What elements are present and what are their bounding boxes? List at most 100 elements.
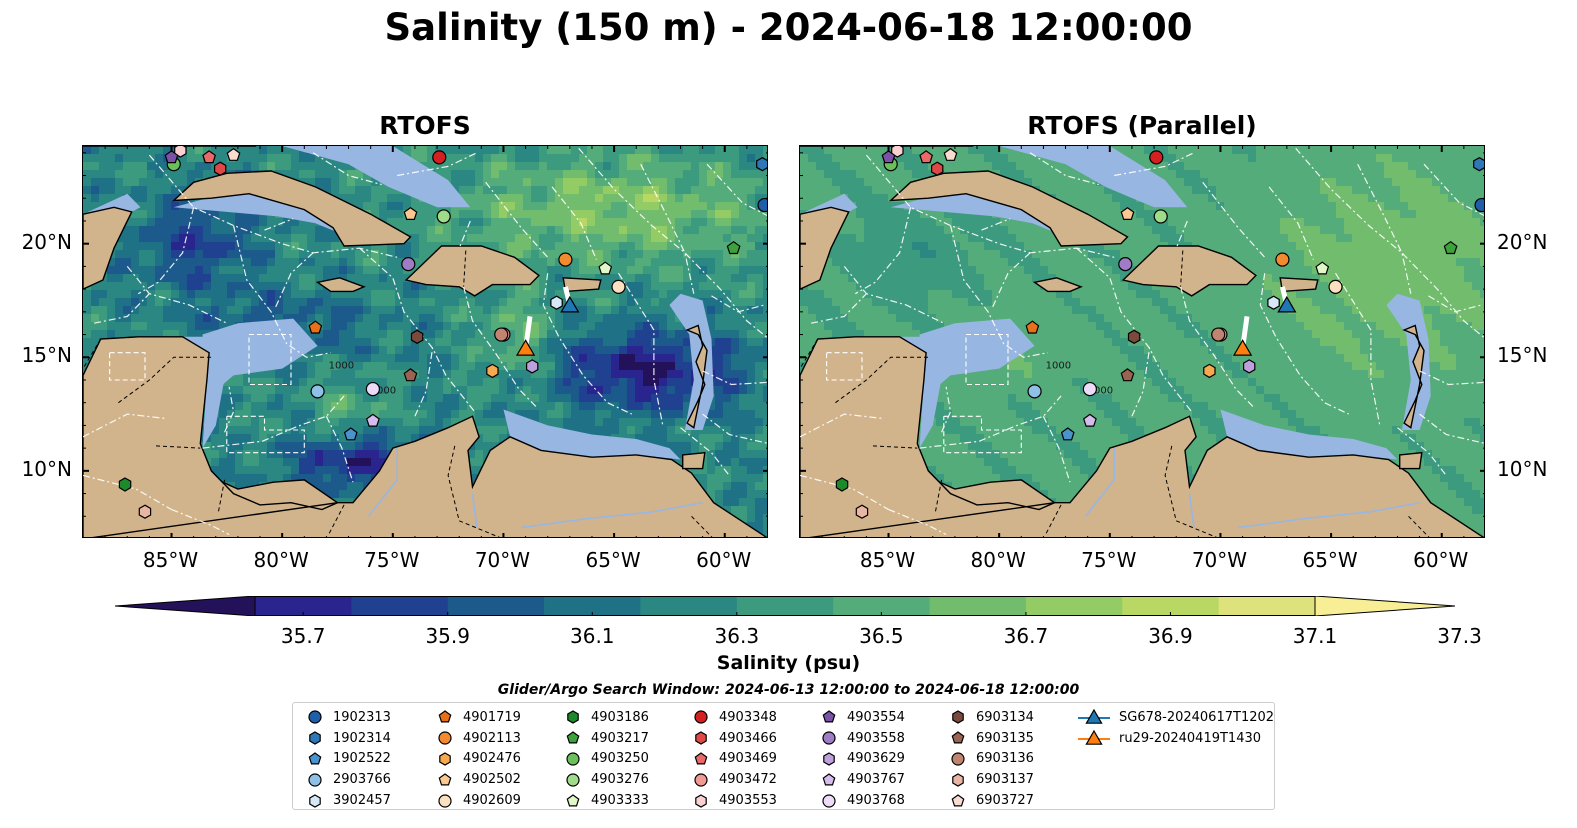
float-4903554[interactable]: [164, 150, 179, 164]
legend-float-marker[interactable]: [438, 731, 452, 745]
legend-float-marker[interactable]: [566, 731, 580, 744]
map-panel-rtofs[interactable]: 1000 1000: [82, 145, 768, 538]
float-4903629[interactable]: [1243, 359, 1256, 374]
float-4902113[interactable]: [1275, 252, 1290, 267]
float-6903137[interactable]: [138, 504, 152, 519]
glider-ru29-20240419T1430[interactable]: [1232, 339, 1253, 356]
legend-float-marker[interactable]: [952, 773, 964, 787]
float-4903767[interactable]: [1082, 413, 1097, 427]
float-4902476[interactable]: [486, 363, 499, 379]
legend-float-marker[interactable]: [309, 793, 321, 808]
float-4903348[interactable]: [432, 150, 447, 165]
legend-float-marker[interactable]: [438, 773, 452, 786]
float-4903466[interactable]: [214, 161, 227, 176]
legend-float-marker[interactable]: [952, 710, 964, 725]
legend-float-marker[interactable]: [308, 710, 322, 724]
legend-float-marker[interactable]: [823, 752, 835, 766]
colorbar-tick-label: 35.7: [280, 624, 326, 648]
float-6903727[interactable]: [943, 147, 958, 161]
float-4901719[interactable]: [1025, 320, 1040, 334]
glider-SG678-20240617T1202[interactable]: [560, 295, 580, 313]
lon-tick-label: 65°W: [585, 548, 641, 572]
search-window-label: Glider/Argo Search Window: 2024-06-13 12…: [497, 682, 1080, 698]
float-2903766[interactable]: [310, 384, 325, 399]
float-4903768[interactable]: [365, 381, 380, 397]
float-4903767[interactable]: [365, 413, 380, 427]
legend-glider-marker[interactable]: [1085, 709, 1103, 725]
legend-float-marker[interactable]: [308, 752, 322, 765]
float-4903629[interactable]: [526, 359, 539, 374]
float-4903553[interactable]: [174, 146, 187, 158]
legend-float-marker[interactable]: [822, 731, 836, 745]
float-4903333[interactable]: [1315, 261, 1330, 275]
float-4903276[interactable]: [436, 209, 451, 224]
legend-float-marker[interactable]: [951, 752, 965, 766]
float-4902502[interactable]: [403, 206, 418, 221]
float-1902314[interactable]: [1473, 157, 1485, 172]
legend-item: 4902476: [435, 749, 521, 770]
float-6903134[interactable]: [410, 329, 424, 344]
float-4902476[interactable]: [1203, 363, 1216, 379]
glider-ru29-20240419T1430[interactable]: [515, 339, 536, 356]
legend-float-marker[interactable]: [951, 793, 965, 807]
legend-float-marker[interactable]: [567, 710, 579, 725]
float-4903558[interactable]: [401, 257, 416, 272]
legend-float-marker[interactable]: [951, 731, 965, 744]
legend-float-marker[interactable]: [566, 793, 580, 807]
float-2903766[interactable]: [1027, 384, 1042, 399]
float-4901719[interactable]: [308, 320, 323, 334]
float-6903135[interactable]: [1120, 368, 1135, 382]
legend-float-marker[interactable]: [822, 793, 836, 808]
legend-float-marker[interactable]: [822, 710, 836, 723]
legend-marker-icon: [952, 773, 964, 787]
float-6903137[interactable]: [855, 504, 869, 519]
float-4902113[interactable]: [558, 252, 573, 267]
float-6903727[interactable]: [226, 147, 241, 161]
float-1902522[interactable]: [1060, 427, 1075, 441]
legend-float-marker[interactable]: [566, 752, 580, 766]
legend-float-marker[interactable]: [694, 752, 708, 765]
legend-float-marker[interactable]: [695, 731, 707, 745]
legend-float-marker[interactable]: [308, 773, 322, 787]
legend-float-marker[interactable]: [695, 793, 707, 808]
float-4903554[interactable]: [881, 150, 896, 164]
legend-float-marker[interactable]: [822, 773, 836, 786]
legend-float-marker[interactable]: [438, 710, 452, 723]
float-1902313[interactable]: [1474, 197, 1485, 213]
legend-float-marker[interactable]: [439, 752, 451, 766]
float-4902609[interactable]: [611, 279, 626, 294]
float-4903466[interactable]: [931, 161, 944, 176]
float-4903217[interactable]: [726, 240, 741, 255]
map-panel-rtofs-parallel[interactable]: 1000 1000: [799, 145, 1485, 538]
float-4903768[interactable]: [1082, 381, 1097, 397]
float-1902522[interactable]: [343, 427, 358, 441]
float-6903136[interactable]: [494, 327, 509, 342]
float-1902314[interactable]: [756, 157, 768, 172]
float-4903553[interactable]: [891, 146, 904, 158]
legend-float-marker[interactable]: [694, 773, 708, 787]
legend-float-marker[interactable]: [566, 773, 580, 787]
float-4903186[interactable]: [118, 477, 132, 492]
float-4902502[interactable]: [1120, 206, 1135, 221]
float-6903136[interactable]: [1211, 327, 1226, 342]
float-3902457[interactable]: [550, 295, 563, 310]
float-4903469[interactable]: [919, 150, 934, 164]
float-4903217[interactable]: [1443, 240, 1458, 255]
legend-float-marker[interactable]: [438, 793, 452, 808]
float-4903348[interactable]: [1149, 150, 1164, 165]
glider-SG678-20240617T1202[interactable]: [1277, 295, 1297, 313]
float-4903469[interactable]: [202, 150, 217, 164]
float-4903333[interactable]: [598, 261, 613, 275]
legend-glider-marker[interactable]: [1085, 729, 1103, 745]
legend-float-marker[interactable]: [694, 710, 708, 724]
legend-item: 4903466: [691, 728, 777, 749]
float-1902313[interactable]: [757, 197, 768, 213]
float-4902609[interactable]: [1328, 279, 1343, 294]
legend-float-marker[interactable]: [309, 731, 321, 745]
float-3902457[interactable]: [1267, 295, 1280, 310]
float-6903135[interactable]: [403, 368, 418, 382]
float-4903186[interactable]: [835, 477, 849, 492]
float-6903134[interactable]: [1127, 329, 1141, 344]
float-4903558[interactable]: [1118, 257, 1133, 272]
float-4903276[interactable]: [1153, 209, 1168, 224]
